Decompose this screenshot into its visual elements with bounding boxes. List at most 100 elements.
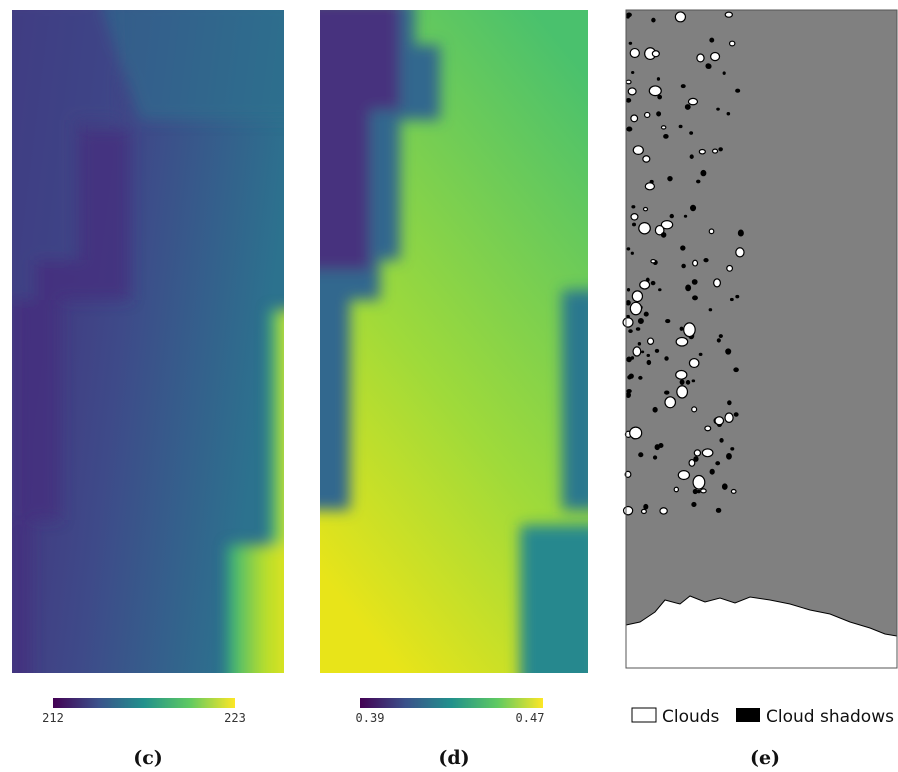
cloud-blob [733, 367, 739, 373]
cloud-blob [683, 322, 696, 338]
cloud-blob [727, 400, 732, 406]
cloud-blob [658, 288, 662, 292]
cloud-blob [692, 259, 699, 267]
cloud-blob [664, 356, 669, 361]
cloud-blob [626, 12, 632, 18]
cloud-blob [696, 489, 701, 494]
cloud-blob [629, 47, 640, 59]
cloud-blob [656, 77, 661, 81]
cloud-blob [714, 416, 725, 426]
map-c [12, 10, 284, 673]
cloud-blob [735, 88, 741, 93]
cloud-blob [626, 247, 631, 251]
cloud-blob [639, 280, 651, 290]
cloud-blob [626, 287, 631, 292]
cloud-blob [691, 279, 698, 285]
cloud-blob [646, 353, 651, 358]
cloud-blob [700, 169, 707, 177]
cloud-blob [629, 426, 643, 440]
cloud-blob [651, 50, 660, 58]
cloud-blob [656, 111, 662, 117]
cloud-blob [660, 125, 667, 130]
cloud-blob [726, 264, 734, 272]
cloud-blob [638, 452, 644, 458]
cloud-blob [718, 334, 723, 339]
cloud-blob [657, 94, 663, 100]
cloud-blob [704, 425, 712, 432]
cloud-blob [675, 369, 688, 380]
cloud-blob [729, 297, 734, 302]
colorbar-min: 212 [42, 711, 64, 725]
cloud-blob [625, 391, 632, 398]
legend-label: Cloud shadows [766, 707, 894, 727]
cloud-blob [631, 205, 636, 209]
cloud-blob [626, 126, 633, 132]
cloud-blob [654, 224, 665, 236]
cloud-blob [628, 373, 634, 379]
cloud-blob [706, 63, 712, 69]
cloud-blob [698, 148, 706, 155]
cloud-blob [675, 336, 689, 347]
cloud-blob [709, 37, 715, 43]
cloud-blob [625, 299, 631, 306]
colorbar-max: 223 [224, 711, 246, 725]
cloud-blob [651, 17, 656, 23]
cloud-blob [688, 358, 700, 369]
cloud-blob [630, 251, 634, 255]
cloud-blob [735, 247, 745, 258]
panel-label: (d) [438, 747, 469, 769]
cloud-blob [622, 317, 634, 328]
cloud-blob [630, 114, 639, 123]
cloud-blob [719, 437, 724, 443]
cloud-blob [664, 390, 670, 395]
cloud-blob [685, 380, 691, 385]
cloud-blob [708, 228, 715, 235]
cloud-blob [642, 206, 649, 212]
cloud-blob [637, 318, 644, 324]
cloud-blob [663, 133, 669, 139]
cloud-blob [650, 258, 657, 264]
cloud-blob [710, 51, 721, 62]
cloud-blob [730, 447, 735, 451]
cloud-blob [674, 11, 687, 23]
map-d [320, 10, 588, 673]
cloud-blob [691, 379, 696, 383]
cloud-blob [692, 474, 706, 490]
cloud-blob [631, 290, 644, 303]
cloud-blob [659, 507, 668, 515]
cloud-blob [689, 154, 694, 159]
cloud-blob [660, 232, 667, 238]
panel-label: (e) [750, 747, 780, 769]
cloud-blob [722, 71, 726, 75]
cloud-blob [726, 112, 731, 116]
cloud-blob [698, 352, 703, 357]
colorbar-d [360, 698, 543, 708]
cloud-blob [642, 155, 651, 163]
cloud-blob [680, 84, 686, 89]
cloud-blob [626, 356, 632, 363]
cloud-blob [628, 329, 633, 333]
cloud-blob [660, 220, 674, 230]
cloud-blob [622, 505, 634, 516]
cloud-blob [626, 314, 630, 319]
cloud-blob [701, 448, 714, 458]
cloud-blob [693, 456, 699, 462]
cloud-blob [650, 280, 656, 286]
cloud-blob [709, 468, 715, 475]
cloud-blob [676, 385, 689, 399]
cloud-blob [708, 308, 713, 312]
cloud-blob [669, 213, 674, 219]
cloud-blob [696, 179, 701, 184]
cloud-blob [685, 284, 692, 292]
cloud-blob [724, 412, 734, 424]
cloud-blob [637, 341, 642, 346]
cloud-blob [625, 97, 632, 103]
cloud-blob [631, 71, 635, 75]
cloud-blob [643, 111, 651, 119]
cloud-mask [622, 9, 898, 669]
cloud-blob [716, 107, 720, 111]
colorbar-min: 0.39 [356, 711, 385, 725]
cloud-blob [640, 350, 645, 354]
cloud-blob [665, 319, 671, 324]
cloud-blob [715, 507, 722, 513]
